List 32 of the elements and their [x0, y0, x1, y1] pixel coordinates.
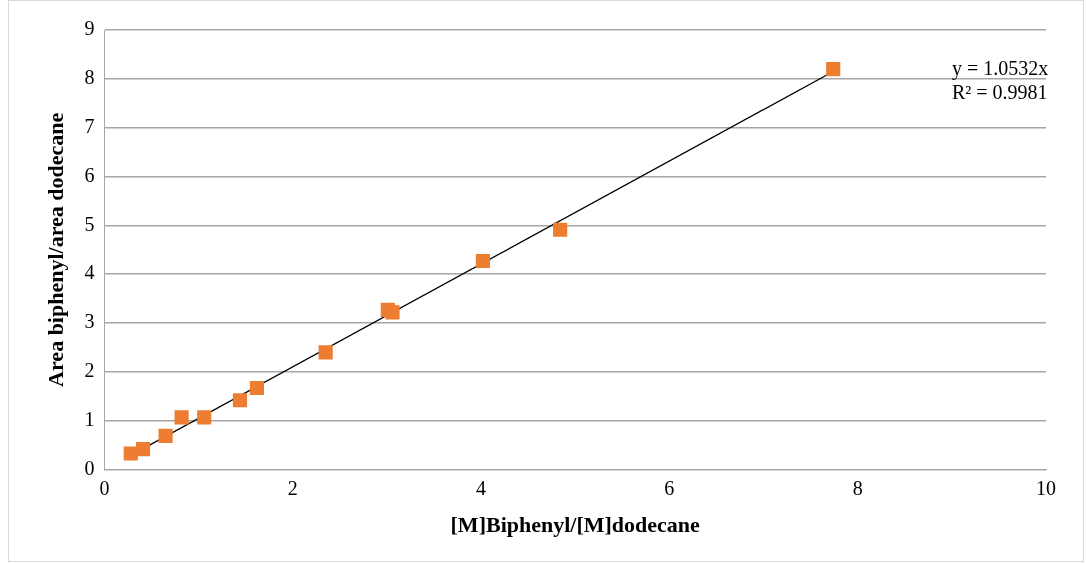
point [318, 345, 333, 360]
y-tick-label: 9 [84, 17, 95, 40]
point [197, 410, 212, 425]
y-tick-label: 3 [84, 310, 95, 333]
y-tick-label: 7 [84, 114, 95, 137]
y-tick-label: 2 [84, 359, 95, 382]
y-tick-label: 4 [84, 261, 95, 284]
point [475, 253, 490, 269]
point [158, 428, 173, 443]
x-tick-label: 2 [287, 476, 298, 499]
y-tick-label: 1 [84, 408, 95, 431]
y-tick-label: 5 [84, 212, 95, 235]
x-tick-label: 8 [852, 476, 863, 499]
point [174, 410, 189, 425]
y-axis-title: Area biphenyl/area dodecane [42, 112, 68, 387]
annotation: R² = 0.9981 [952, 81, 1048, 104]
point [249, 380, 265, 396]
point [123, 446, 138, 461]
x-tick-label: 10 [1036, 476, 1056, 499]
point [385, 305, 400, 320]
y-tick-label: 6 [84, 163, 95, 186]
point [826, 62, 841, 77]
x-tick-label: 4 [476, 476, 487, 499]
point [135, 442, 151, 457]
annotation: y = 1.0532x [952, 57, 1049, 81]
point [553, 222, 568, 237]
x-axis-title: [M]Biphenyl/[M]dodecane [450, 512, 701, 538]
point [232, 393, 248, 408]
y-tick-label: 8 [84, 66, 95, 89]
x-tick-label: 0 [99, 476, 110, 499]
x-tick-label: 6 [664, 476, 675, 499]
y-tick-label: 0 [84, 456, 95, 479]
